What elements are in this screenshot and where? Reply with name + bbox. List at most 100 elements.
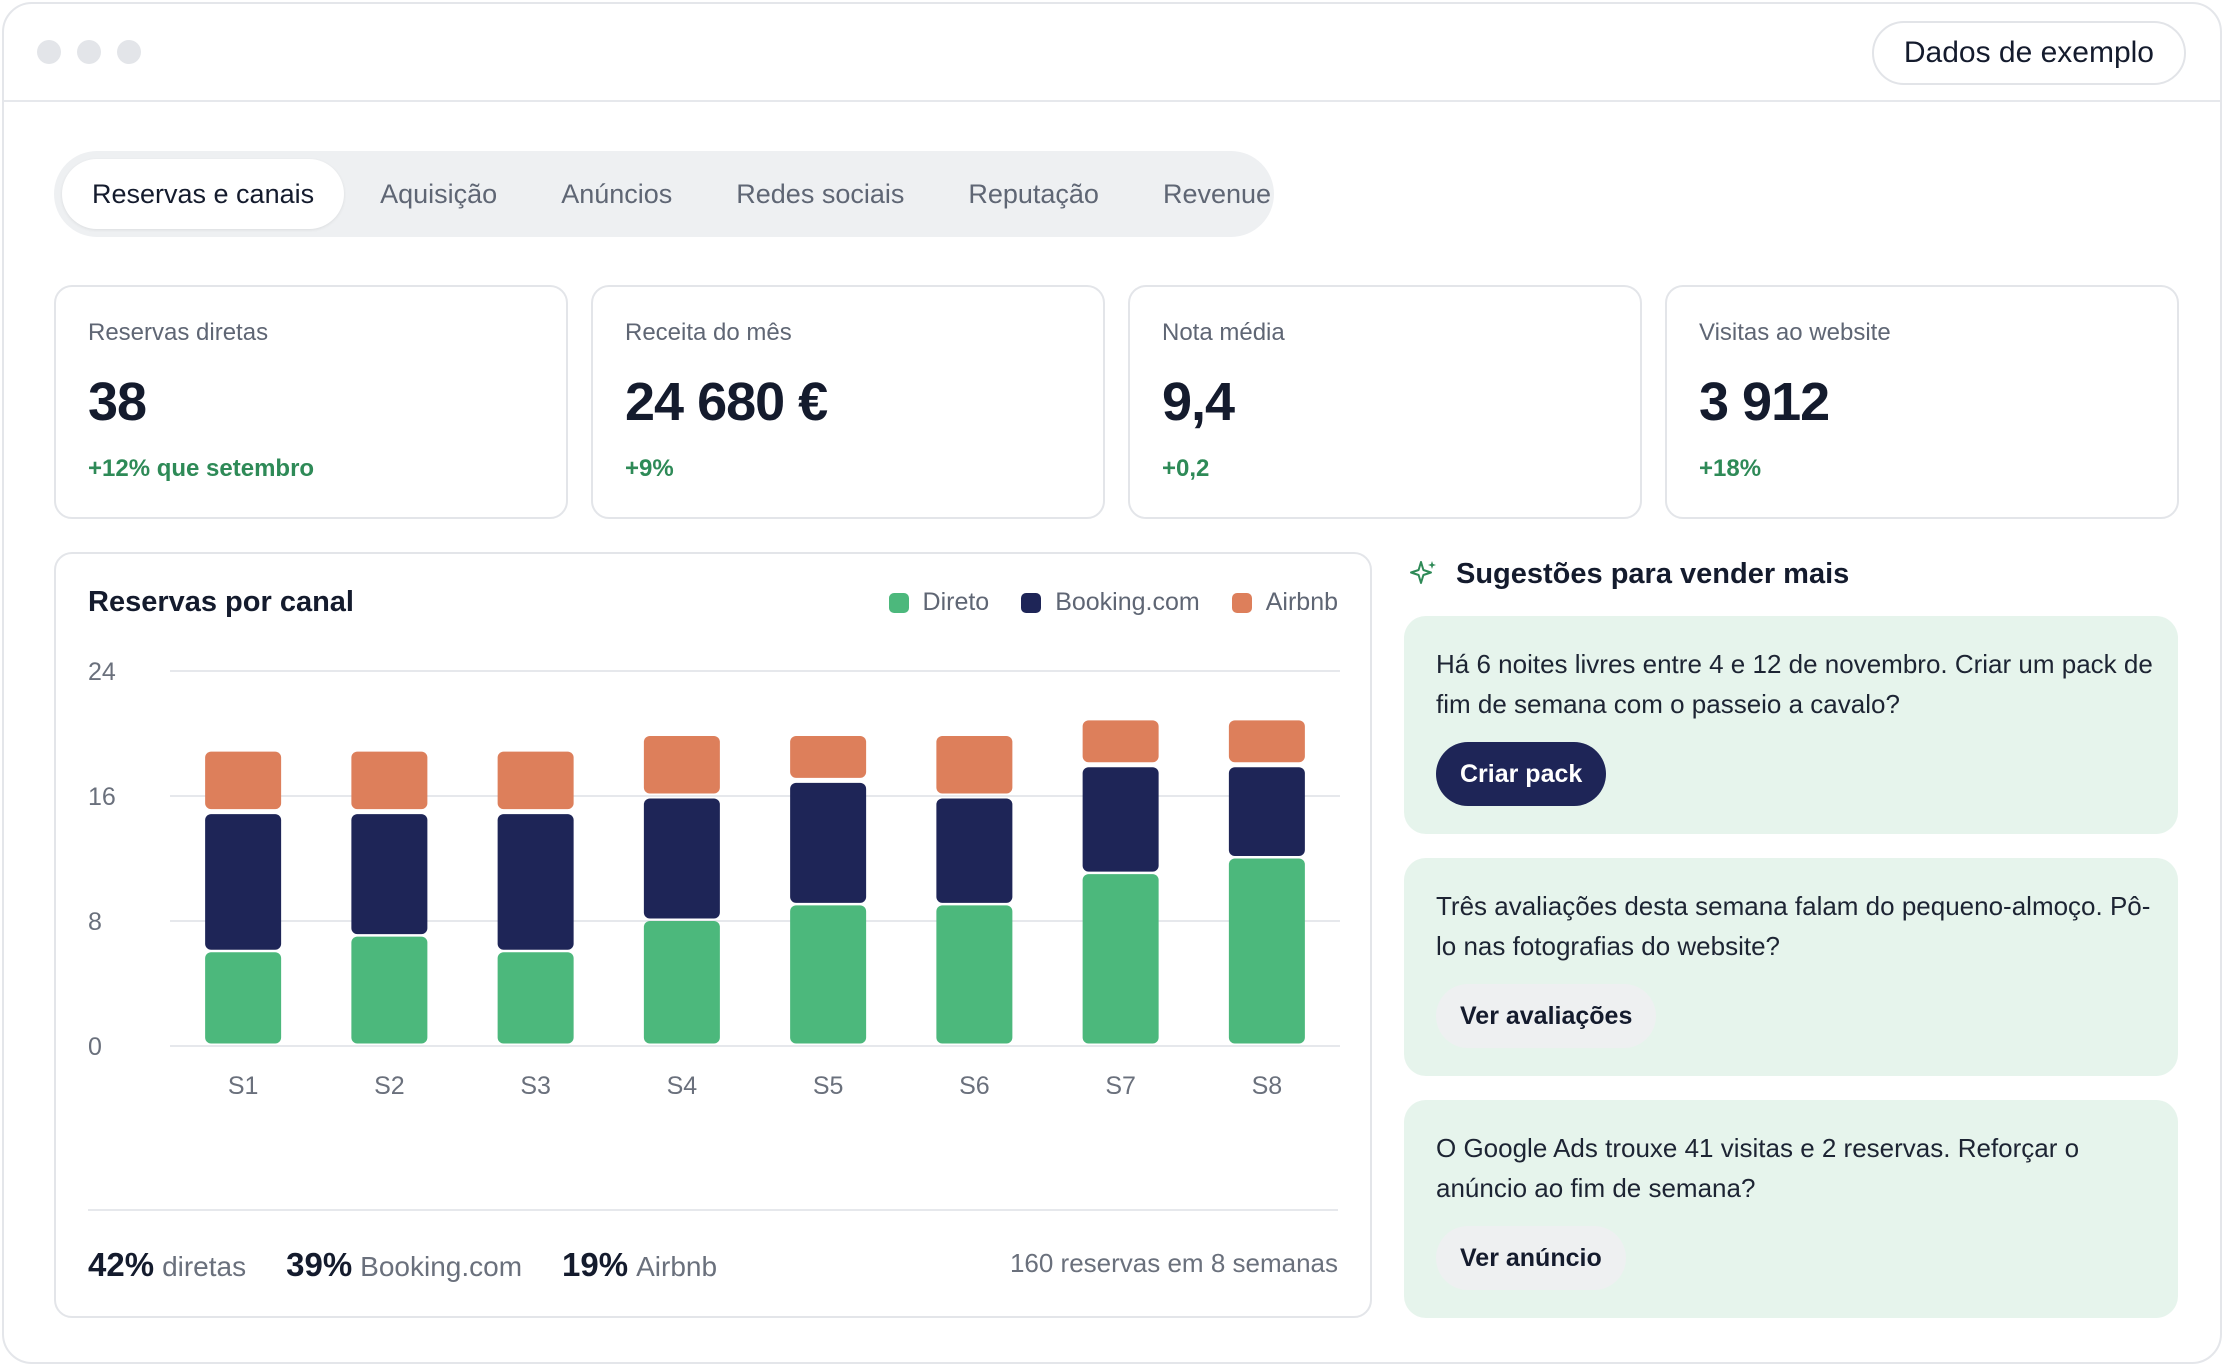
bar-direto-s5 xyxy=(790,905,867,1044)
stat-direto: 42% diretas xyxy=(88,1246,246,1284)
x-tick-label: S6 xyxy=(959,1072,990,1100)
y-tick-label: 24 xyxy=(88,658,116,686)
bar-direto-s8 xyxy=(1228,858,1305,1044)
tab-redes-sociais[interactable]: Redes sociais xyxy=(736,178,905,209)
view-ad-button[interactable]: Ver anúncio xyxy=(1436,1226,1626,1290)
legend-item-booking: Booking.com xyxy=(1021,588,1200,617)
y-tick-label: 0 xyxy=(88,1033,102,1061)
x-tick-label: S4 xyxy=(667,1072,698,1100)
suggestion-text: Há 6 noites livres entre 4 e 12 de novem… xyxy=(1436,649,2153,719)
sample-data-button[interactable]: Dados de exemplo xyxy=(1871,21,2186,85)
title-bar: Dados de exemplo xyxy=(4,4,2220,102)
x-tick-label: S3 xyxy=(520,1072,551,1100)
bar-bookingcom-s4 xyxy=(643,798,720,919)
bar-bookingcom-s7 xyxy=(1082,767,1159,872)
suggestions-title: Sugestões para vender mais xyxy=(1456,557,1850,590)
bar-bookingcom-s6 xyxy=(936,798,1013,903)
bar-direto-s2 xyxy=(351,936,428,1044)
stat-percent: 19% xyxy=(562,1246,629,1283)
x-tick-label: S8 xyxy=(1252,1072,1283,1100)
bar-bookingcom-s5 xyxy=(790,782,867,903)
stat-booking: 39% Booking.com xyxy=(286,1246,522,1284)
bar-airbnb-s7 xyxy=(1082,720,1159,763)
sparkle-icon xyxy=(1410,561,1436,584)
bar-direto-s4 xyxy=(643,921,720,1044)
legend-item-direto: Direto xyxy=(888,588,990,617)
bar-airbnb-s1 xyxy=(205,751,282,810)
chart-title: Reservas por canal xyxy=(88,586,354,618)
bar-airbnb-s8 xyxy=(1228,720,1305,763)
suggestion-card: Há 6 noites livres entre 4 e 12 de novem… xyxy=(1404,616,2178,834)
bookings-chart: 0 8 16 24 S1 S2 S3 S4 S5 S6 S7 S8 xyxy=(88,658,1340,1100)
kpi-card-receita: Receita do mês 24 680 € +9% xyxy=(591,285,1105,519)
window-maximize-dot[interactable] xyxy=(117,40,141,64)
legend-swatch-booking xyxy=(1021,592,1042,613)
stat-label: Booking.com xyxy=(360,1251,523,1282)
legend-swatch-airbnb xyxy=(1231,592,1252,613)
bar-airbnb-s6 xyxy=(936,736,1013,794)
kpi-label: Reservas diretas xyxy=(88,319,269,346)
stat-percent: 42% xyxy=(88,1246,155,1283)
legend-label: Booking.com xyxy=(1055,588,1200,616)
tab-aquisicao[interactable]: Aquisição xyxy=(380,178,498,209)
suggestion-card: Três avaliações desta semana falam do pe… xyxy=(1404,858,2178,1076)
legend-label: Airbnb xyxy=(1265,588,1338,616)
y-tick-label: 8 xyxy=(88,908,102,936)
window-close-dot[interactable] xyxy=(37,40,61,64)
chart-divider xyxy=(88,1209,1338,1211)
bar-bookingcom-s1 xyxy=(205,814,282,950)
bar-airbnb-s4 xyxy=(643,736,720,794)
total-bookings-note: 160 reservas em 8 semanas xyxy=(1009,1248,1338,1278)
stat-percent: 39% xyxy=(286,1246,353,1283)
window-minimize-dot[interactable] xyxy=(77,40,101,64)
kpi-label: Receita do mês xyxy=(625,319,792,346)
suggestion-text: Três avaliações desta semana falam do pe… xyxy=(1436,891,2151,961)
stat-label: diretas xyxy=(162,1251,247,1282)
kpi-value: 38 xyxy=(88,372,147,432)
kpi-label: Nota média xyxy=(1162,319,1285,346)
bar-airbnb-s5 xyxy=(790,736,867,778)
kpi-delta: +9% xyxy=(625,455,674,482)
bar-airbnb-s3 xyxy=(497,751,574,810)
suggestion-card: O Google Ads trouxe 41 visitas e 2 reser… xyxy=(1404,1100,2178,1318)
kpi-value: 3 912 xyxy=(1699,372,1830,432)
y-tick-label: 16 xyxy=(88,783,116,811)
tab-reputacao[interactable]: Reputação xyxy=(968,178,1099,209)
bar-direto-s7 xyxy=(1082,874,1159,1044)
kpi-card-reservas-diretas: Reservas diretas 38 +12% que setembro xyxy=(54,285,568,519)
stat-label: Airbnb xyxy=(636,1251,718,1282)
x-tick-label: S5 xyxy=(813,1072,844,1100)
tab-anuncios[interactable]: Anúncios xyxy=(561,178,673,209)
view-reviews-button[interactable]: Ver avaliações xyxy=(1436,984,1657,1048)
legend-label: Direto xyxy=(922,588,990,616)
suggestions-header: Sugestões para vender mais xyxy=(1408,552,1849,596)
chart-legend: Direto Booking.com Airbnb xyxy=(857,588,1338,617)
bar-bookingcom-s3 xyxy=(497,814,574,950)
kpi-card-nota-media: Nota média 9,4 +0,2 xyxy=(1128,285,1642,519)
kpi-label: Visitas ao website xyxy=(1699,319,1891,346)
tab-reservas-canais[interactable]: Reservas e canais xyxy=(62,159,345,229)
legend-item-airbnb: Airbnb xyxy=(1231,588,1338,617)
channel-share-stats: 42% diretas 39% Booking.com 19% Airbnb xyxy=(88,1246,757,1284)
x-tick-label: S2 xyxy=(374,1072,405,1100)
kpi-delta: +18% xyxy=(1699,455,1762,482)
chart-card: 0 8 16 24 S1 S2 S3 S4 S5 S6 S7 S8 Reservas por cana… xyxy=(54,552,1372,1318)
kpi-value: 9,4 xyxy=(1162,372,1235,432)
bar-direto-s1 xyxy=(205,952,282,1044)
kpi-delta: +0,2 xyxy=(1162,455,1210,482)
bar-direto-s3 xyxy=(497,952,574,1044)
tab-revenue[interactable]: Revenue xyxy=(1162,178,1272,209)
stat-airbnb: 19% Airbnb xyxy=(562,1246,717,1284)
suggestion-text: O Google Ads trouxe 41 visitas e 2 reser… xyxy=(1436,1133,2080,1203)
tab-bar: Reservas e canais Aquisição Anúncios Red… xyxy=(54,151,1274,237)
bar-airbnb-s2 xyxy=(351,751,428,810)
x-tick-label: S7 xyxy=(1105,1072,1136,1100)
bar-direto-s6 xyxy=(936,905,1013,1044)
bar-bookingcom-s2 xyxy=(351,814,428,935)
kpi-delta: +12% que setembro xyxy=(88,455,315,482)
bar-bookingcom-s8 xyxy=(1228,767,1305,856)
x-tick-label: S1 xyxy=(228,1072,259,1100)
create-pack-button[interactable]: Criar pack xyxy=(1436,742,1607,806)
legend-swatch-direto xyxy=(888,592,909,613)
